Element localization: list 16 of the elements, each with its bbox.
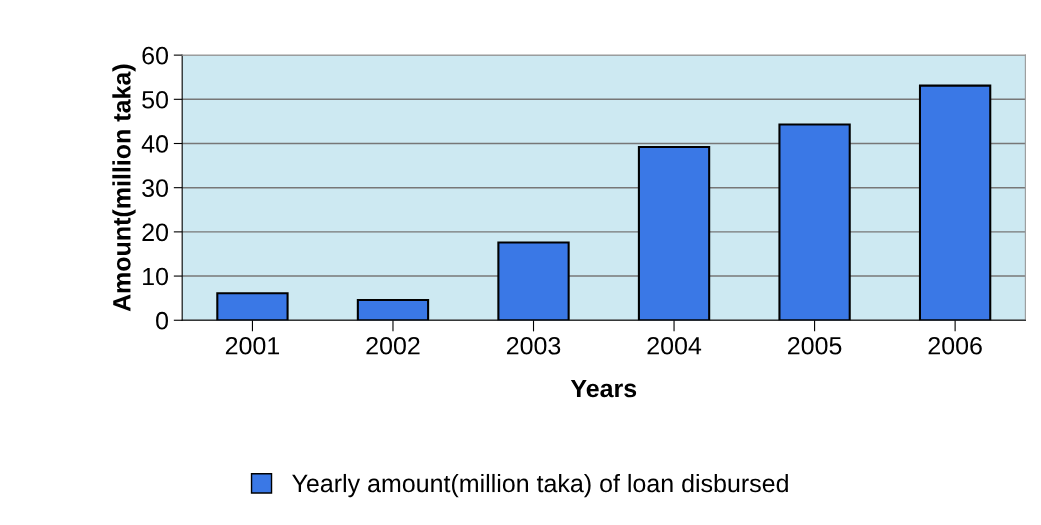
y-tick-label: 30 [142, 179, 169, 197]
y-axis-title: Amount(million taka) [112, 64, 136, 312]
y-tick-label: 40 [141, 135, 169, 153]
y-tick-label: 10 [143, 267, 169, 286]
y-tick-label: 0 [156, 311, 168, 330]
legend-label: Yearly amount(million taka) of loan disbursed [292, 473, 788, 498]
y-tick-label: 60 [142, 46, 169, 65]
x-tick-label: 2001 [225, 336, 280, 355]
x-axis-title: Years [570, 379, 637, 398]
x-tick-label: 2002 [366, 336, 420, 355]
y-tick-label: 20 [142, 223, 169, 242]
y-tick-label: 50 [142, 90, 169, 109]
x-tick-label: 2006 [928, 336, 982, 355]
x-tick-label: 2005 [788, 336, 842, 355]
x-tick-label: 2004 [647, 336, 702, 355]
x-tick-label: 2003 [506, 336, 561, 355]
